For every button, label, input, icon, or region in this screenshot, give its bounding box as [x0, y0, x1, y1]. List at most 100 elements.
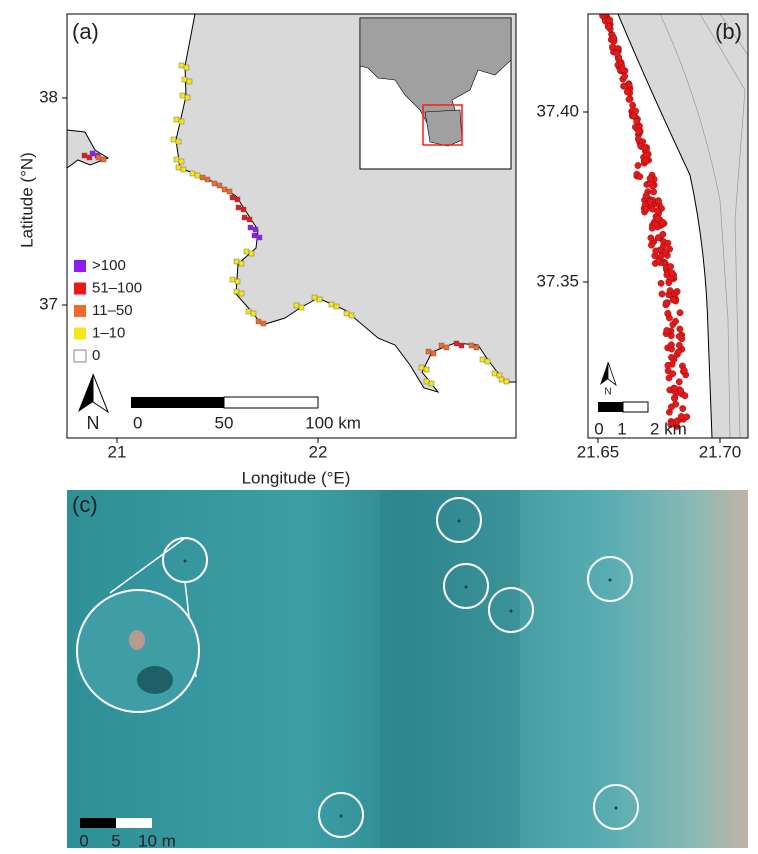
coast-cell — [82, 153, 87, 158]
coast-cell — [253, 227, 258, 232]
coast-cell — [474, 345, 479, 350]
coast-cell — [469, 343, 474, 348]
scale-bar — [224, 397, 318, 408]
scale-bar — [80, 818, 116, 828]
sighting — [653, 248, 659, 254]
sighting — [626, 96, 632, 102]
coast-cell — [176, 139, 181, 144]
coast-cell — [181, 167, 186, 172]
north-label: N — [604, 387, 611, 398]
x-tick-label: 22 — [309, 442, 328, 461]
sighting — [649, 225, 655, 231]
sighting — [659, 291, 665, 297]
panel-label: (b) — [715, 19, 742, 44]
sighting — [643, 206, 649, 212]
coast-cell — [257, 235, 262, 240]
sighting — [635, 136, 641, 142]
coast-cell — [349, 313, 354, 318]
y-tick-label: 37.40 — [536, 101, 579, 120]
coast-cell — [454, 341, 459, 346]
turtle — [458, 520, 461, 523]
coast-cell — [256, 319, 261, 324]
coast-cell — [459, 343, 464, 348]
x-tick-label: 21 — [108, 442, 127, 461]
sighting — [674, 288, 680, 294]
scale-label: 50 — [215, 413, 234, 432]
coast-cell — [485, 359, 490, 364]
turtle — [184, 560, 187, 563]
sighting — [654, 208, 660, 214]
coast-cell — [234, 259, 239, 264]
sighting — [677, 326, 683, 332]
legend-label: 11–50 — [92, 302, 133, 319]
sighting — [622, 83, 628, 89]
coast-cell — [424, 379, 429, 384]
coast-cell — [184, 65, 189, 70]
sighting — [662, 249, 668, 255]
coast-cell — [444, 345, 449, 350]
coast-cell — [230, 195, 235, 200]
coast-cell — [429, 381, 434, 386]
sighting — [606, 17, 612, 23]
sighting — [643, 157, 649, 163]
sighting — [614, 50, 620, 56]
scale-label: 0 — [133, 413, 142, 432]
legend-label: 1–10 — [92, 324, 125, 341]
x-tick-label: 21.65 — [577, 442, 620, 461]
scale-label: 0 — [79, 831, 88, 850]
coast-cell — [179, 63, 184, 68]
panel-label: (a) — [72, 19, 99, 44]
sighting — [619, 66, 625, 72]
x-axis-title: Longitude (°E) — [242, 468, 351, 487]
sighting — [642, 145, 648, 151]
sighting — [634, 118, 640, 124]
sighting — [658, 280, 664, 286]
turtle — [340, 815, 343, 818]
sighting — [663, 300, 669, 306]
sighting — [611, 35, 617, 41]
y-axis-title: Latitude (°N) — [17, 152, 36, 248]
y-tick-label: 38 — [39, 87, 58, 106]
coast-cell — [334, 304, 339, 309]
coast-cell — [200, 175, 205, 180]
sighting — [681, 367, 687, 373]
sighting — [660, 219, 666, 225]
sighting — [672, 385, 678, 391]
sighting — [624, 89, 630, 95]
coast-cell — [217, 183, 222, 188]
coast-cell — [252, 233, 257, 238]
sighting — [637, 173, 643, 179]
coast-cell — [499, 377, 504, 382]
coast-cell — [261, 321, 266, 326]
coast-cell — [344, 311, 349, 316]
sighting — [668, 354, 674, 360]
coast-cell — [424, 367, 429, 372]
sighting — [599, 12, 605, 18]
scale-label: 5 — [111, 831, 120, 850]
x-tick-label: 21.70 — [699, 442, 742, 461]
sighting — [647, 175, 653, 181]
scale-bar — [623, 402, 648, 412]
scale-label: 10 m — [138, 831, 176, 850]
coast-cell — [248, 225, 253, 230]
sighting — [677, 310, 683, 316]
sighting — [660, 231, 666, 237]
sighting — [605, 23, 611, 29]
coast-cell — [90, 151, 95, 156]
coast-cell — [190, 171, 195, 176]
coast-cell — [174, 117, 179, 122]
coast-cell — [235, 279, 240, 284]
coast-cell — [234, 289, 239, 294]
coast-cell — [96, 155, 101, 160]
turtle — [609, 579, 612, 582]
sighting — [655, 258, 661, 264]
coast-cell — [480, 357, 485, 362]
coast-cell — [317, 297, 322, 302]
coast-cell — [244, 249, 249, 254]
turtle — [615, 807, 618, 810]
coast-cell — [171, 137, 176, 142]
coast-cell — [239, 291, 244, 296]
coast-cell — [239, 261, 244, 266]
coast-cell — [185, 95, 190, 100]
aerial-photo — [380, 490, 520, 848]
